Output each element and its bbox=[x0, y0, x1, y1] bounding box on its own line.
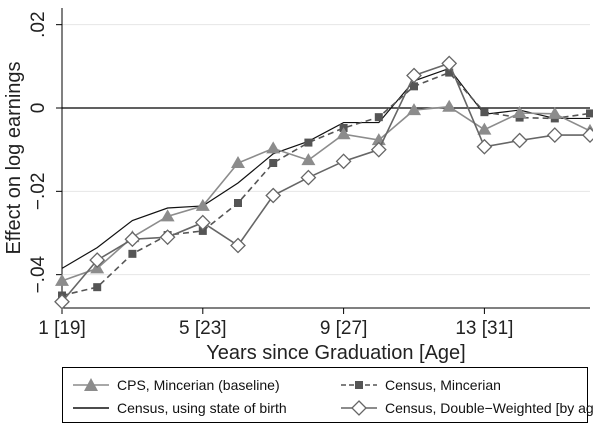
data-point-diamond bbox=[335, 153, 352, 170]
data-point-square bbox=[410, 82, 418, 91]
legend-item-cps: CPS, Mincerian (baseline) bbox=[71, 374, 280, 396]
data-point-diamond bbox=[265, 187, 282, 204]
data-point-square bbox=[93, 283, 102, 292]
legend-label: CPS, Mincerian (baseline) bbox=[117, 377, 280, 393]
x-tick-label: 13 [31] bbox=[455, 318, 513, 339]
data-point-triangle bbox=[512, 106, 527, 118]
legend-item-census-mincerian: Census, Mincerian bbox=[339, 374, 501, 396]
data-point-triangle bbox=[266, 141, 281, 154]
x-tick-label: 9 [27] bbox=[320, 318, 368, 339]
data-point-triangle bbox=[55, 273, 69, 286]
legend-item-state-of-birth: Census, using state of birth bbox=[71, 397, 287, 419]
data-point-diamond bbox=[441, 55, 458, 72]
x-axis-label: Years since Graduation [Age] bbox=[206, 342, 465, 364]
legend-label: Census, using state of birth bbox=[117, 400, 287, 416]
y-tick-label: −.02 bbox=[28, 173, 49, 211]
square-marker-icon bbox=[341, 381, 377, 389]
diamond-marker-icon bbox=[341, 400, 377, 416]
data-point-diamond bbox=[582, 127, 593, 144]
data-point-diamond bbox=[124, 231, 141, 248]
legend: CPS, Mincerian (baseline) Census, Mincer… bbox=[62, 367, 593, 423]
data-point-triangle bbox=[407, 103, 421, 116]
triangle-marker-icon bbox=[73, 378, 109, 391]
series-line bbox=[61, 62, 590, 303]
data-point-square bbox=[586, 109, 593, 118]
solid-line-icon bbox=[73, 407, 109, 409]
data-point-triangle bbox=[231, 156, 245, 168]
data-point-diamond bbox=[370, 141, 387, 158]
data-point-square bbox=[304, 138, 313, 147]
series-line bbox=[61, 71, 591, 297]
data-point-square bbox=[198, 226, 207, 235]
series-4 bbox=[54, 55, 593, 310]
series-line bbox=[61, 105, 591, 282]
data-point-diamond bbox=[230, 237, 246, 254]
data-point-square bbox=[374, 113, 383, 122]
data-point-diamond bbox=[194, 214, 211, 231]
data-point-diamond bbox=[476, 138, 493, 155]
data-point-square bbox=[234, 199, 242, 207]
series-3 bbox=[61, 67, 590, 269]
data-point-square bbox=[480, 108, 489, 117]
x-tick-label: 5 [23] bbox=[179, 318, 227, 339]
data-point-diamond bbox=[54, 293, 70, 310]
data-point-triangle bbox=[547, 106, 562, 119]
data-point-diamond bbox=[159, 229, 176, 246]
data-point-triangle bbox=[301, 153, 316, 166]
plot-area bbox=[62, 8, 590, 308]
legend-item-double-weighted: Census, Double−Weighted [by age] bbox=[339, 397, 593, 419]
legend-label: Census, Mincerian bbox=[385, 377, 501, 393]
legend-label: Census, Double−Weighted [by age] bbox=[385, 400, 593, 416]
data-point-square bbox=[269, 159, 278, 167]
data-point-square bbox=[128, 249, 137, 258]
series-line bbox=[61, 67, 590, 269]
x-tick-label: 1 [19] bbox=[38, 318, 86, 339]
data-point-diamond bbox=[89, 252, 106, 269]
y-tick-label: −.04 bbox=[28, 255, 49, 293]
data-point-diamond bbox=[300, 169, 317, 186]
y-axis-label: Effect on log earnings bbox=[3, 61, 25, 254]
axes: .02 0 −.02 −.04 1 [19] 5 [23] 9 [27] 13 [31] bbox=[28, 8, 590, 339]
data-point-diamond bbox=[546, 127, 563, 144]
y-tick-label: .02 bbox=[28, 11, 49, 37]
data-point-diamond bbox=[406, 67, 422, 84]
data-point-triangle bbox=[195, 198, 210, 211]
series-group bbox=[54, 55, 593, 310]
data-point-triangle bbox=[477, 122, 492, 135]
data-point-diamond bbox=[511, 132, 528, 149]
chart-svg: .02 0 −.02 −.04 1 [19] 5 [23] 9 [27] 13 [31] Ye… bbox=[3, 8, 593, 364]
data-point-triangle bbox=[160, 209, 175, 222]
data-point-square bbox=[445, 68, 454, 77]
data-point-triangle bbox=[442, 99, 457, 112]
y-tick-label: 0 bbox=[28, 103, 49, 114]
data-point-triangle bbox=[336, 127, 351, 140]
